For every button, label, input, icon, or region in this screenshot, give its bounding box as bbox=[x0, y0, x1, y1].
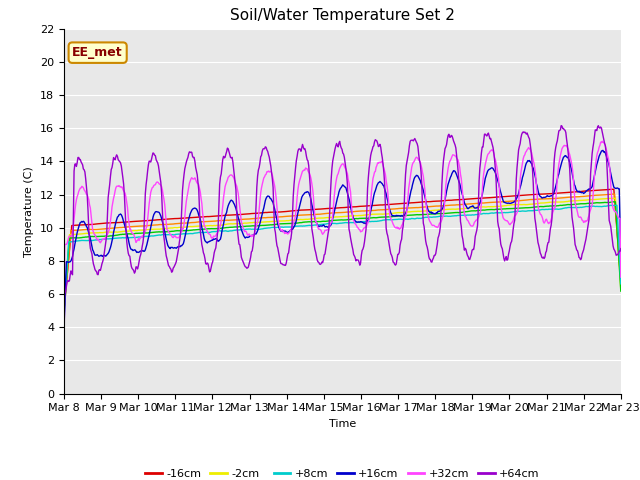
-8cm bbox=[611, 191, 618, 197]
-2cm bbox=[214, 223, 221, 228]
Line: +8cm: +8cm bbox=[64, 205, 621, 318]
+8cm bbox=[214, 228, 221, 234]
Text: EE_met: EE_met bbox=[72, 46, 123, 59]
+8cm bbox=[617, 281, 625, 287]
Line: -8cm: -8cm bbox=[64, 194, 621, 312]
+32cm bbox=[60, 292, 68, 298]
+2cm bbox=[612, 199, 620, 204]
+64cm bbox=[127, 264, 135, 269]
+8cm bbox=[426, 214, 434, 220]
Legend: -16cm, -8cm, -2cm, +2cm, +8cm, +16cm, +32cm, +64cm: -16cm, -8cm, -2cm, +2cm, +8cm, +16cm, +3… bbox=[141, 465, 544, 480]
-16cm bbox=[70, 223, 78, 228]
+16cm bbox=[599, 147, 607, 153]
+2cm bbox=[127, 231, 135, 237]
-2cm bbox=[617, 287, 625, 292]
+32cm bbox=[70, 216, 78, 221]
+64cm bbox=[410, 137, 418, 143]
X-axis label: Time: Time bbox=[329, 419, 356, 429]
+64cm bbox=[60, 341, 68, 347]
-2cm bbox=[70, 231, 78, 237]
Line: +64cm: +64cm bbox=[64, 126, 621, 344]
Line: +2cm: +2cm bbox=[64, 202, 621, 311]
+16cm bbox=[127, 247, 135, 252]
+2cm bbox=[410, 212, 418, 218]
Line: +32cm: +32cm bbox=[64, 141, 621, 295]
-16cm bbox=[214, 213, 221, 219]
-16cm bbox=[610, 186, 618, 192]
+32cm bbox=[426, 219, 434, 225]
+32cm bbox=[410, 159, 418, 165]
+2cm bbox=[214, 226, 221, 231]
-16cm bbox=[60, 307, 68, 312]
+2cm bbox=[426, 211, 434, 217]
-16cm bbox=[426, 199, 434, 204]
-8cm bbox=[410, 205, 418, 211]
+32cm bbox=[598, 138, 606, 144]
-8cm bbox=[214, 218, 221, 224]
+2cm bbox=[184, 228, 192, 233]
+8cm bbox=[410, 216, 418, 222]
-16cm bbox=[410, 200, 418, 205]
-8cm bbox=[617, 280, 625, 286]
-2cm bbox=[410, 208, 418, 214]
-16cm bbox=[127, 219, 135, 225]
Line: -2cm: -2cm bbox=[64, 198, 621, 309]
-8cm bbox=[70, 228, 78, 233]
-2cm bbox=[127, 228, 135, 234]
-2cm bbox=[60, 306, 68, 312]
-8cm bbox=[127, 224, 135, 229]
-16cm bbox=[617, 278, 625, 284]
-2cm bbox=[184, 224, 192, 230]
+32cm bbox=[617, 274, 625, 280]
+8cm bbox=[60, 315, 68, 321]
+16cm bbox=[184, 219, 192, 225]
+2cm bbox=[60, 308, 68, 314]
+64cm bbox=[557, 123, 565, 129]
-2cm bbox=[612, 195, 620, 201]
+16cm bbox=[70, 246, 78, 252]
-8cm bbox=[60, 309, 68, 315]
+32cm bbox=[127, 229, 135, 235]
+32cm bbox=[184, 188, 192, 194]
+16cm bbox=[617, 254, 625, 260]
Line: -16cm: -16cm bbox=[64, 189, 621, 310]
-16cm bbox=[184, 215, 192, 221]
+8cm bbox=[70, 239, 78, 244]
+16cm bbox=[214, 237, 221, 243]
Y-axis label: Temperature (C): Temperature (C) bbox=[24, 166, 35, 257]
-8cm bbox=[426, 204, 434, 209]
+32cm bbox=[214, 229, 221, 235]
+64cm bbox=[184, 155, 192, 160]
+64cm bbox=[70, 168, 78, 174]
-2cm bbox=[426, 208, 434, 214]
Line: +16cm: +16cm bbox=[64, 150, 621, 327]
+8cm bbox=[612, 203, 620, 208]
+64cm bbox=[617, 246, 625, 252]
+64cm bbox=[214, 232, 221, 238]
+2cm bbox=[70, 235, 78, 241]
Title: Soil/Water Temperature Set 2: Soil/Water Temperature Set 2 bbox=[230, 9, 455, 24]
+64cm bbox=[426, 256, 434, 262]
+8cm bbox=[127, 235, 135, 240]
+8cm bbox=[184, 231, 192, 237]
+16cm bbox=[410, 176, 418, 182]
-8cm bbox=[184, 220, 192, 226]
+2cm bbox=[617, 288, 625, 294]
+16cm bbox=[426, 210, 434, 216]
+16cm bbox=[60, 324, 68, 330]
